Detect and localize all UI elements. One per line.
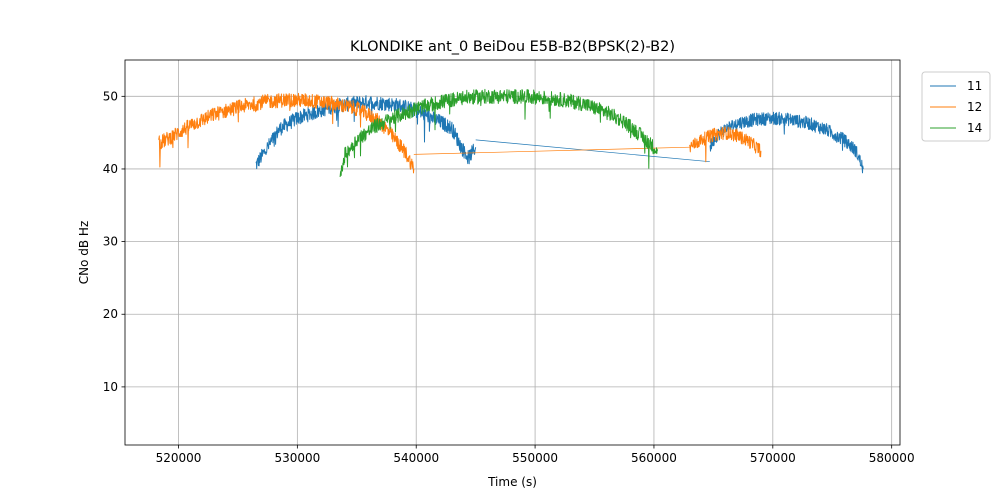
y-tick-label: 10 [103, 380, 118, 394]
legend: 11 12 14 [921, 71, 991, 142]
x-axis-label: Time (s) [487, 475, 537, 489]
series-12 [157, 92, 762, 174]
x-tick-label: 570000 [750, 451, 796, 465]
y-tick-label: 20 [103, 307, 118, 321]
x-axis-ticks: 520000 530000 540000 550000 560000 570000 5800… [156, 445, 915, 465]
legend-label-12: 12 [967, 100, 982, 114]
legend-label-11: 11 [967, 79, 982, 93]
plot-area: 520000 530000 540000 550000 560000 570000 5800… [103, 59, 915, 465]
series-line-12 [157, 92, 415, 174]
y-tick-label: 30 [103, 235, 118, 249]
series-line-12 [689, 126, 762, 163]
series-line-12 [413, 146, 690, 155]
legend-label-14: 14 [967, 121, 982, 135]
plot-frame [124, 59, 901, 446]
y-tick-label: 50 [103, 89, 118, 103]
plot-background [125, 60, 900, 445]
grid-lines [125, 60, 900, 445]
series-line-14 [339, 88, 658, 178]
y-axis-label: CNo dB Hz [77, 221, 91, 285]
x-tick-label: 550000 [512, 451, 558, 465]
x-tick-label: 580000 [869, 451, 915, 465]
series-11 [255, 95, 864, 174]
series-line-11 [255, 95, 477, 170]
series-line-11 [709, 111, 864, 174]
x-tick-label: 540000 [393, 451, 439, 465]
chart-title: KLONDIKE ant_0 BeiDou E5B-B2(BPSK(2)-B2) [350, 39, 675, 55]
x-tick-label: 560000 [631, 451, 677, 465]
y-axis-ticks: 10 20 30 40 50 [103, 89, 125, 394]
x-tick-label: 530000 [274, 451, 320, 465]
series-line-11 [475, 139, 710, 163]
series-14 [339, 88, 658, 178]
y-tick-label: 40 [103, 162, 118, 176]
series-layer [157, 88, 864, 178]
x-tick-label: 520000 [156, 451, 202, 465]
